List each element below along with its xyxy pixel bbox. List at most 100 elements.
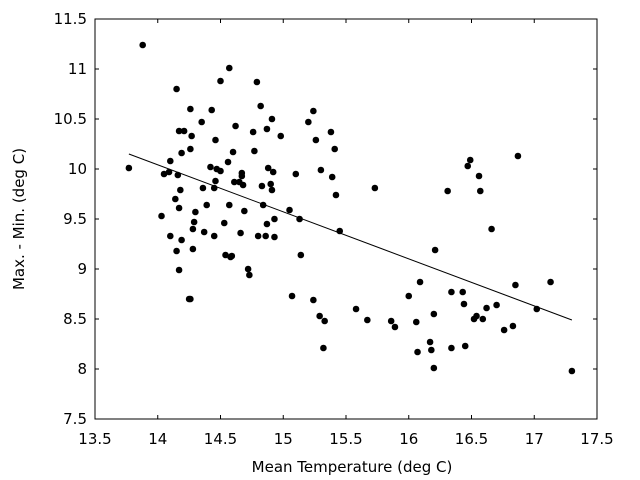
data-point: [412, 318, 420, 326]
trend-line: [128, 153, 573, 321]
data-point: [547, 278, 554, 286]
data-point: [224, 158, 232, 166]
data-point: [292, 170, 300, 178]
data-point: [228, 252, 236, 260]
data-point: [448, 344, 455, 352]
data-point: [217, 77, 224, 85]
data-point: [189, 225, 197, 233]
data-point: [332, 191, 340, 199]
data-point: [321, 317, 328, 325]
y-tick-label: 10: [68, 160, 87, 178]
data-point: [258, 182, 266, 190]
data-point: [461, 342, 469, 350]
data-point: [493, 301, 500, 309]
y-tick-label: 8.5: [63, 310, 87, 328]
data-point: [267, 180, 275, 188]
x-axis-label: Mean Temperature (deg C): [252, 458, 453, 476]
trend-layer: [128, 153, 573, 321]
data-point: [254, 232, 262, 240]
data-point: [208, 106, 216, 114]
data-point: [212, 136, 219, 144]
y-axis-label: Max. - Min. (deg C): [10, 148, 28, 290]
data-point: [428, 346, 435, 354]
data-point: [244, 265, 252, 273]
data-point: [320, 344, 327, 352]
data-point: [222, 251, 229, 259]
data-point: [231, 178, 238, 186]
data-point: [160, 170, 168, 178]
data-point: [187, 295, 194, 303]
data-point: [514, 152, 522, 160]
data-point: [212, 177, 219, 185]
data-point: [192, 208, 199, 216]
x-tick-label: 16: [399, 430, 418, 448]
data-point: [405, 292, 413, 300]
x-tick-label: 15: [274, 430, 293, 448]
data-point: [512, 281, 519, 289]
x-tick-label: 16.5: [455, 430, 488, 448]
data-point: [189, 245, 197, 253]
data-point: [165, 168, 173, 176]
data-point: [460, 300, 468, 308]
y-tick-label: 11: [68, 60, 87, 78]
data-point: [220, 219, 228, 227]
data-point: [180, 127, 188, 135]
data-point: [431, 246, 439, 254]
data-point: [268, 186, 276, 194]
x-tick-label: 17: [525, 430, 544, 448]
data-point: [249, 128, 257, 136]
data-point: [387, 317, 395, 325]
data-point: [225, 201, 233, 209]
data-point: [288, 292, 296, 300]
data-point: [459, 288, 467, 296]
axis-ticks: 13.5 14 14.5 15 15.5 16 16.5 17 17.5 7.5 8 8.5 9 9.5 1…: [54, 10, 614, 448]
data-point: [271, 215, 278, 223]
data-point: [200, 228, 208, 236]
data-points: [125, 41, 576, 375]
data-point: [198, 118, 205, 126]
data-point: [352, 305, 360, 313]
data-point: [475, 172, 483, 180]
data-point: [175, 204, 183, 212]
data-point: [430, 364, 438, 372]
y-tick-label: 9: [77, 260, 87, 278]
y-tick-label: 9.5: [63, 210, 87, 228]
data-point: [271, 233, 278, 241]
data-point: [246, 271, 253, 279]
data-point: [241, 207, 248, 215]
data-point: [331, 145, 339, 153]
data-point: [173, 85, 180, 93]
data-point: [464, 162, 472, 170]
data-point: [533, 305, 541, 313]
data-point: [229, 148, 237, 156]
data-point: [568, 367, 576, 375]
data-point: [444, 187, 451, 195]
data-point: [371, 184, 379, 192]
data-point: [317, 166, 325, 174]
data-point: [251, 147, 258, 155]
data-point: [178, 149, 185, 157]
data-point: [268, 115, 276, 123]
data-point: [466, 156, 474, 164]
data-point: [203, 201, 210, 209]
data-point: [174, 171, 182, 179]
data-point: [364, 316, 371, 324]
data-point: [269, 168, 277, 176]
data-point: [426, 338, 434, 346]
data-point: [237, 229, 244, 237]
data-point: [327, 128, 335, 136]
data-point: [199, 184, 207, 192]
data-point: [488, 225, 495, 233]
data-point: [210, 232, 218, 240]
data-point: [316, 312, 323, 320]
data-point: [391, 323, 399, 331]
x-tick-label: 14.5: [204, 430, 237, 448]
data-point: [239, 181, 247, 189]
data-point: [328, 173, 336, 181]
data-point: [312, 136, 320, 144]
data-point: [188, 132, 195, 140]
data-point: [336, 227, 344, 235]
data-point: [232, 122, 239, 130]
data-point: [190, 218, 198, 226]
data-point: [253, 78, 261, 86]
